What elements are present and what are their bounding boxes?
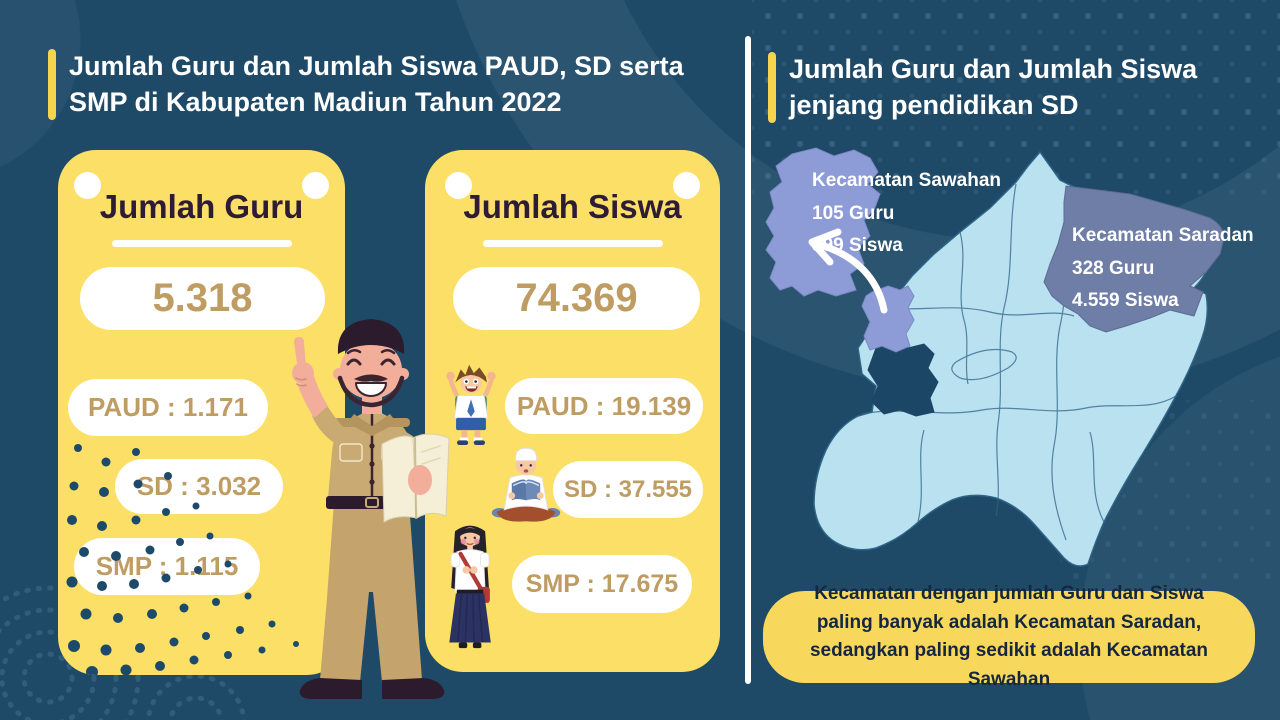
card-pin [673, 172, 700, 199]
guru-card-title: Jumlah Guru [99, 188, 304, 225]
map-region-sawahan-small [861, 285, 915, 353]
left-title-line1: Jumlah Guru dan Jumlah Siswa PAUD, SD se… [69, 51, 684, 81]
left-title-accent-bar [48, 49, 56, 121]
guru-paud-pill: PAUD : 1.171 [68, 379, 268, 436]
siswa-sd-value: SD : 37.555 [563, 475, 693, 503]
guru-paud-value: PAUD : 1.171 [88, 392, 248, 422]
conclusion-note: Kecamatan dengan jumlah Guru dan Siswa p… [763, 583, 1255, 690]
guru-smp-value: SMP : 1.115 [95, 551, 239, 581]
saradan-siswa: 4.559 Siswa [1072, 290, 1179, 312]
right-title-block: Jumlah Guru dan Jumlah Siswa jenjang pen… [768, 52, 1238, 124]
siswa-total-pill: 74.369 [453, 267, 700, 330]
teacher-illustration [292, 319, 450, 699]
cheering-student-illustration [446, 364, 496, 445]
curved-arrow-icon [808, 228, 888, 314]
saradan-guru: 328 Guru [1072, 257, 1155, 279]
card-title-underline [482, 240, 663, 247]
guru-sd-value: SD : 3.032 [136, 471, 262, 501]
siswa-total-value: 74.369 [515, 276, 638, 320]
conclusion-note-text: Kecamatan dengan jumlah Guru dan Siswa p… [809, 583, 1209, 690]
siswa-smp-value: SMP : 17.675 [525, 569, 679, 598]
left-title-block: Jumlah Guru dan Jumlah Siswa PAUD, SD se… [48, 49, 728, 121]
card-title-underline [111, 240, 292, 247]
siswa-sd-pill: SD : 37.555 [553, 461, 703, 518]
card-pin [445, 172, 472, 199]
madiun-district-map [765, 147, 1225, 567]
dotted-rings-decor [0, 585, 247, 720]
right-title-accent-bar [768, 52, 776, 124]
sawahan-guru: 105 Guru [812, 202, 895, 224]
right-title-line1: Jumlah Guru dan Jumlah Siswa [789, 54, 1198, 84]
sawahan-siswa: 899 Siswa [812, 235, 903, 257]
guru-total-value: 5.318 [152, 276, 253, 320]
left-title-line2: SMP di Kabupaten Madiun Tahun 2022 [69, 86, 562, 117]
siswa-paud-value: PAUD : 19.139 [516, 390, 692, 421]
right-title: Jumlah Guru dan Jumlah Siswa jenjang pen… [789, 52, 1197, 123]
left-title: Jumlah Guru dan Jumlah Siswa PAUD, SD se… [69, 49, 684, 120]
reading-student-illustration [491, 447, 561, 522]
siswa-card-title: Jumlah Siswa [463, 188, 682, 225]
panel-divider [745, 36, 751, 684]
siswa-paud-pill: PAUD : 19.139 [505, 378, 703, 434]
sawahan-name: Kecamatan Sawahan [812, 170, 1002, 191]
siswa-smp-pill: SMP : 17.675 [512, 555, 692, 613]
guru-card: Jumlah Guru 5.318 PAUD : 1.171 SD : 3.03… [58, 150, 345, 675]
card-pin [74, 172, 101, 199]
guru-smp-pill: SMP : 1.115 [74, 538, 260, 595]
guru-sd-pill: SD : 3.032 [115, 459, 283, 514]
guru-total-pill: 5.318 [80, 267, 325, 330]
map-region-saradan [1043, 185, 1225, 333]
saradan-name: Kecamatan Saradan [1072, 225, 1254, 246]
saradan-label: Kecamatan Saradan 328 Guru 4.559 Siswa [1072, 220, 1254, 318]
right-title-line2: jenjang pendidikan SD [789, 89, 1079, 120]
sawahan-label: Kecamatan Sawahan 105 Guru 899 Siswa [812, 165, 1001, 263]
female-student-illustration [449, 525, 491, 649]
map-region-dark [867, 341, 939, 417]
card-pin [302, 172, 329, 199]
